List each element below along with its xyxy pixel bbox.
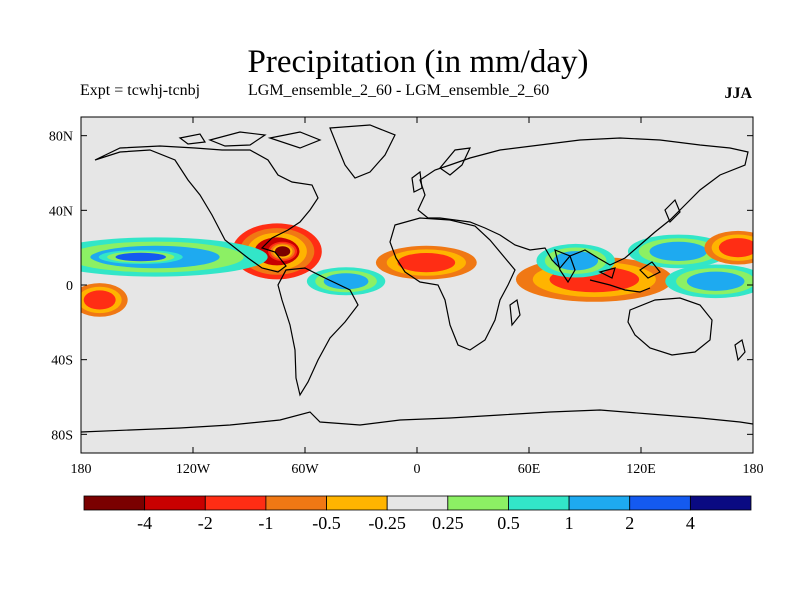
y-tick-label: 40N (49, 204, 73, 219)
colorbar-label: 1 (565, 513, 574, 533)
coastline-eurasia (417, 137, 749, 269)
colorbar-label: 0.5 (497, 513, 520, 533)
x-tick-label: 120W (176, 462, 211, 477)
colorbar-swatch (568, 495, 631, 511)
colorbar: -4 -2 -1 -0.5 -0.25 0.25 0.5 1 2 4 (83, 495, 752, 533)
colorbar-label: -2 (198, 513, 213, 533)
chart-subtitle: LGM_ensemble_2_60 - LGM_ensemble_2_60 (248, 82, 550, 99)
x-tick-label: 180 (743, 462, 764, 477)
y-tick-label: 0 (66, 279, 73, 294)
colorbar-label: -0.5 (312, 513, 341, 533)
anomaly-region (553, 251, 599, 271)
colorbar-swatch (629, 495, 691, 511)
coastline-scandinavia (439, 147, 472, 176)
colorbar-label: 0.25 (432, 513, 464, 533)
coastline-africa (389, 217, 516, 351)
y-axis: 80N 40N 0 40S 80S (49, 130, 753, 443)
y-tick-label: 80S (51, 428, 73, 443)
anomaly-region (649, 241, 708, 261)
coastline-japan (664, 198, 681, 224)
colorbar-label: -1 (258, 513, 273, 533)
coastline-new-zealand (734, 338, 746, 362)
coastline-north-america (94, 145, 319, 273)
x-tick-label: 60E (518, 462, 541, 477)
anomaly-region (718, 238, 753, 258)
colorbar-swatch (386, 495, 449, 511)
anomaly-region (686, 271, 745, 291)
coastline-uk (411, 170, 423, 193)
season-label: JJA (724, 85, 752, 102)
colorbar-label: 2 (625, 513, 634, 533)
colorbar-swatch (265, 495, 327, 511)
coastline-australia (627, 297, 713, 356)
colorbar-swatch (447, 495, 509, 511)
x-tick-label: 120E (626, 462, 656, 477)
y-tick-label: 40S (51, 354, 73, 369)
coastline-greenland (329, 124, 396, 179)
colorbar-swatch (144, 495, 206, 511)
anomaly-region (115, 252, 166, 262)
anomaly-region (274, 246, 291, 257)
colorbar-swatch (204, 495, 267, 511)
coastline-south-america (277, 267, 359, 397)
colorbar-label: 4 (686, 513, 695, 533)
coastline-india (554, 249, 576, 284)
x-axis: 180 120W 60W 0 60E 120E 180 (71, 117, 764, 477)
colorbar-swatch (83, 495, 146, 511)
experiment-label: Expt = tcwhj-tcnbj (80, 82, 201, 99)
x-tick-label: 180 (71, 462, 92, 477)
coastline-indonesia (589, 261, 661, 293)
coastline-arctic-islands (178, 131, 322, 149)
colorbar-label: -4 (137, 513, 152, 533)
chart-title: Precipitation (in mm/day) (247, 44, 589, 80)
anomaly-region (323, 273, 369, 290)
colorbar-swatch (689, 495, 752, 511)
anomaly-region (397, 253, 456, 273)
y-tick-label: 80N (49, 130, 73, 145)
coastline-madagascar (509, 298, 521, 327)
colorbar-swatch (508, 495, 570, 511)
x-tick-label: 60W (291, 462, 319, 477)
colorbar-swatch (326, 495, 388, 511)
colorbar-label: -0.25 (368, 513, 406, 533)
anomaly-region (83, 290, 116, 310)
coastlines (81, 124, 753, 433)
x-tick-label: 0 (414, 462, 421, 477)
coastline-antarctica (81, 409, 753, 433)
